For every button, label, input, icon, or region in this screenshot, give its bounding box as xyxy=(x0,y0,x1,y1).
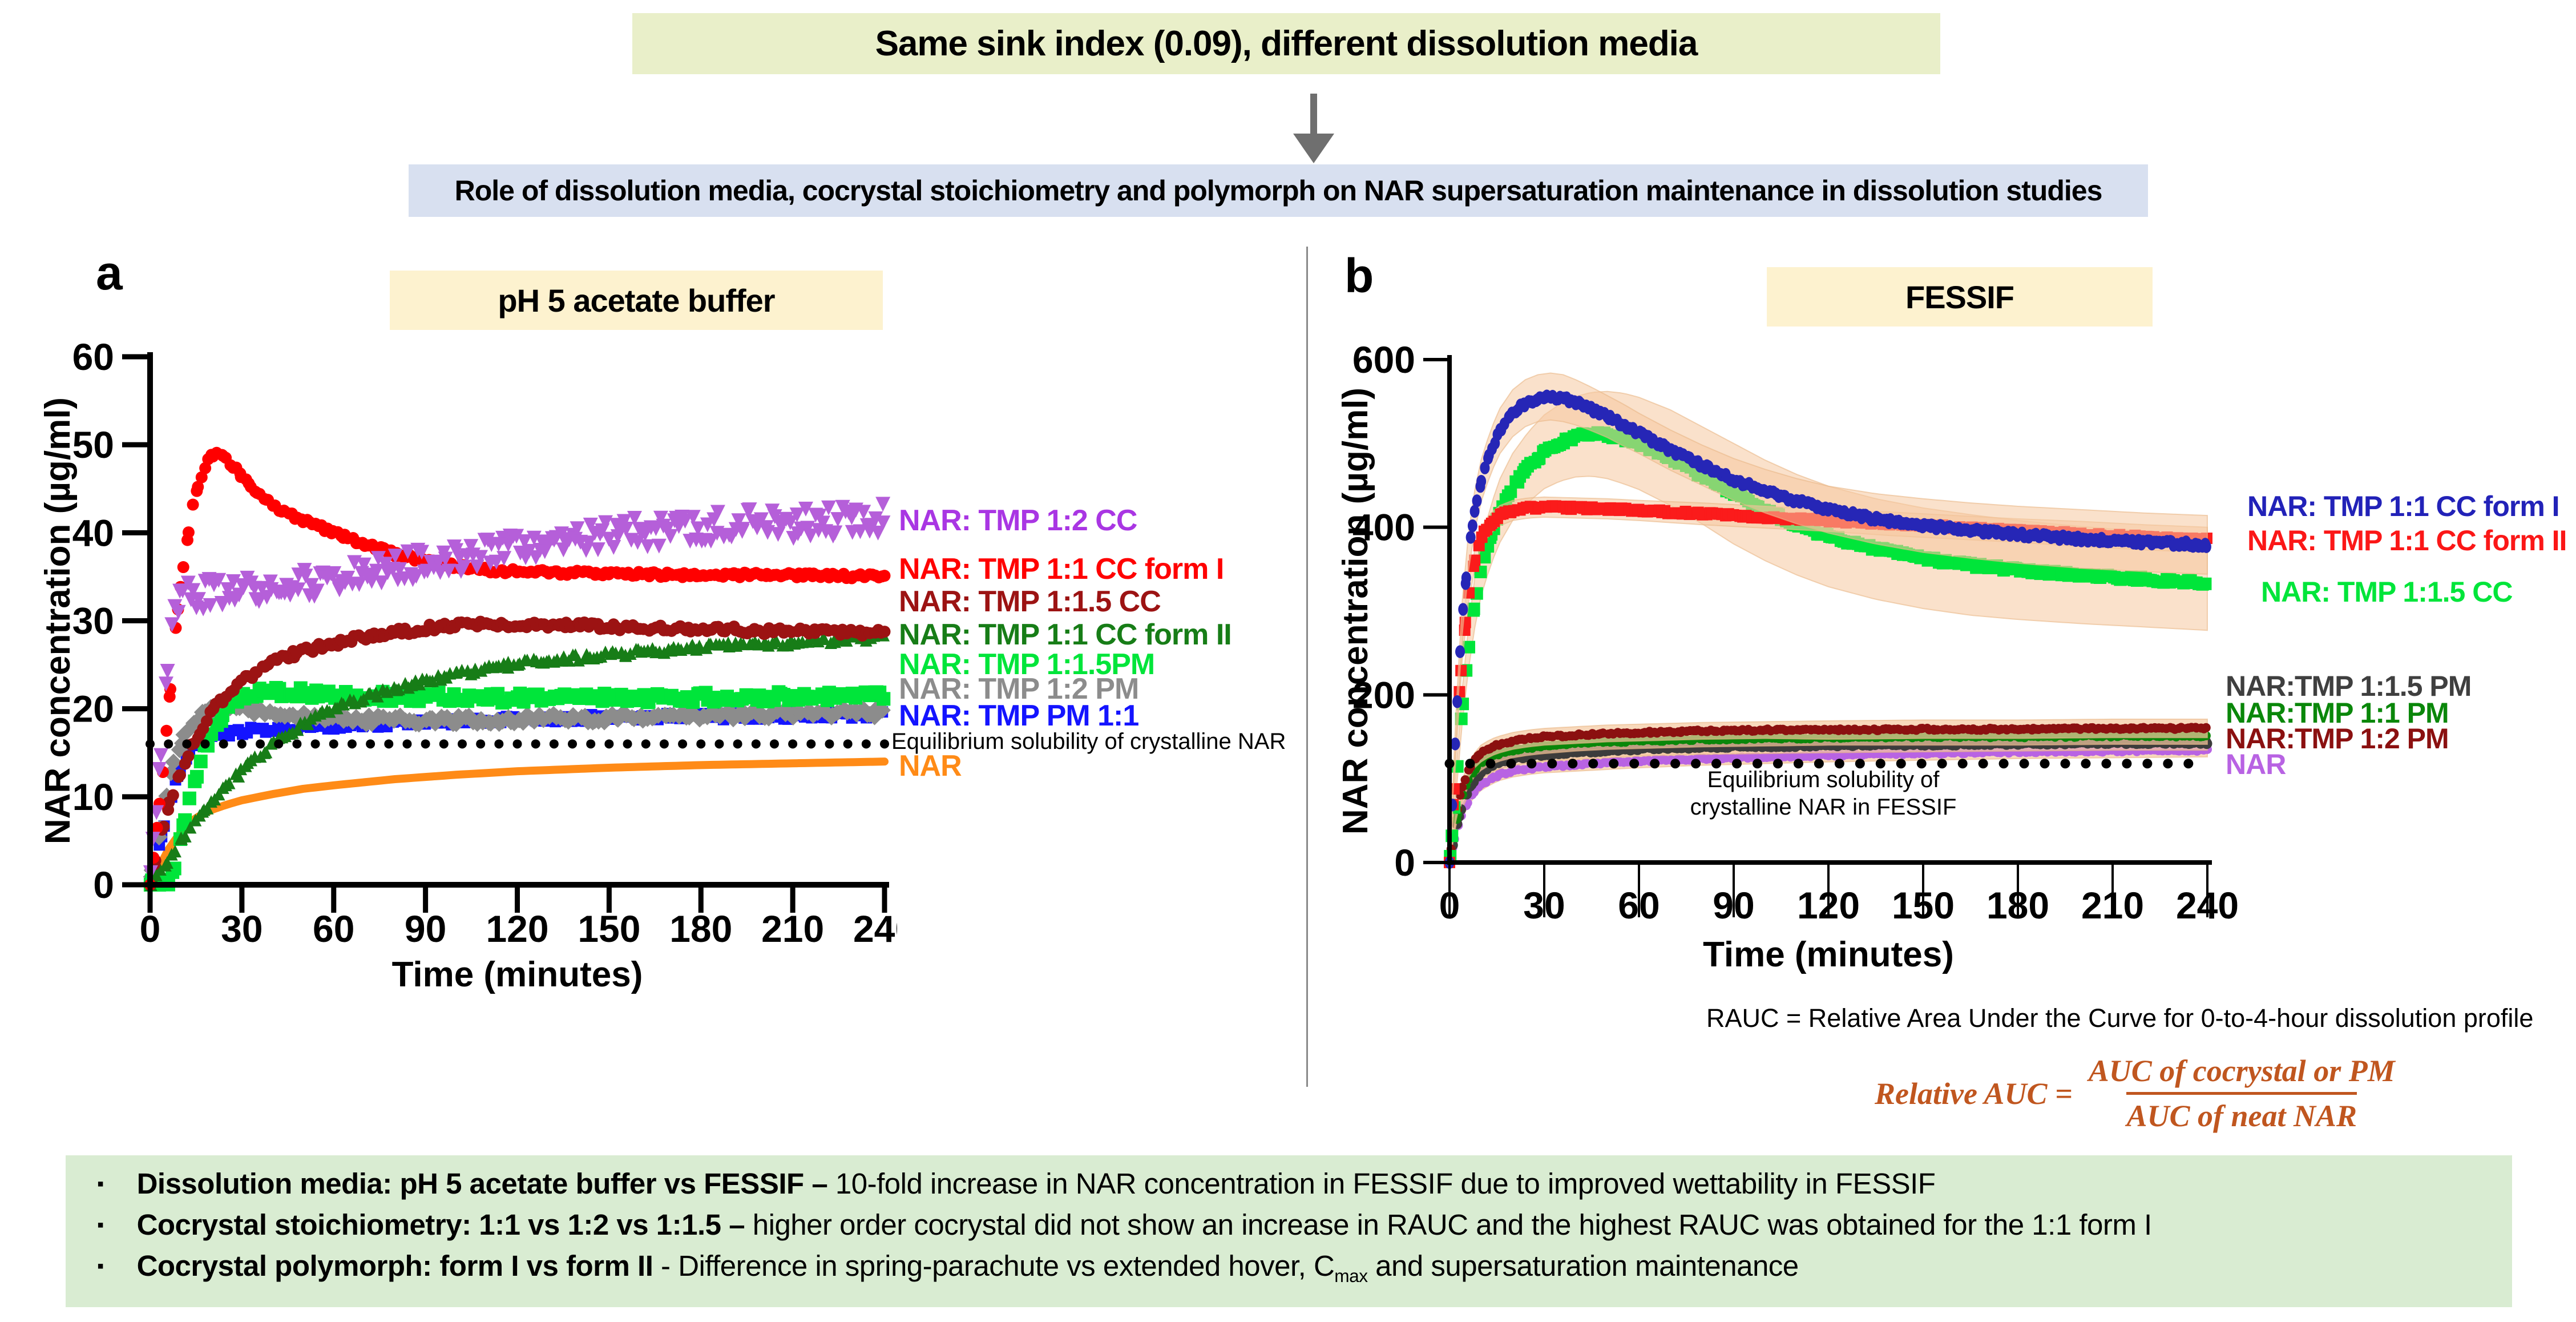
svg-text:180: 180 xyxy=(1986,884,2049,926)
svg-text:0: 0 xyxy=(1439,884,1460,926)
bullet-3-subscript: max xyxy=(1334,1265,1368,1287)
legend-b-nar-tmp-1-1-cc-form-ii: NAR: TMP 1:1 CC form II xyxy=(2247,525,2567,557)
svg-text:120: 120 xyxy=(486,908,548,950)
svg-text:150: 150 xyxy=(1892,884,1955,926)
bullet-square-icon: ▪ xyxy=(97,1214,104,1236)
svg-text:180: 180 xyxy=(669,908,732,950)
svg-text:0: 0 xyxy=(1394,841,1415,884)
svg-text:240: 240 xyxy=(853,908,897,950)
legend-b-nar-tmp-1-1-5-cc: NAR: TMP 1:1.5 CC xyxy=(2261,576,2513,608)
svg-text:30: 30 xyxy=(221,908,263,950)
legend-a-nar-tmp-1-2-pm: NAR: TMP 1:2 PM xyxy=(899,672,1139,706)
legend-b-nar-tmp-1-1-pm: NAR:TMP 1:1 PM xyxy=(2226,697,2449,729)
formula-numerator: AUC of cocrystal or PM xyxy=(2088,1054,2395,1088)
bullet-square-icon: ▪ xyxy=(97,1173,104,1195)
svg-text:50: 50 xyxy=(72,424,114,466)
svg-text:90: 90 xyxy=(405,908,446,950)
panel-b-label: b xyxy=(1344,249,1374,303)
svg-text:200: 200 xyxy=(1352,674,1415,716)
panel-b-header: FESSIF xyxy=(1767,267,2153,327)
svg-text:30: 30 xyxy=(1523,884,1565,926)
subtitle-banner: Role of dissolution media, cocrystal sto… xyxy=(409,164,2148,217)
formula-lhs: Relative AUC = xyxy=(1875,1076,2073,1111)
summary-bullet-2: ▪ Cocrystal stoichiometry: 1:1 vs 1:2 vs… xyxy=(97,1208,2512,1249)
legend-a-nar: NAR xyxy=(899,749,962,783)
legend-b-nar-tmp-1-1-cc-form-i: NAR: TMP 1:1 CC form I xyxy=(2247,490,2560,522)
legend-a-nar-tmp-1-1-5-pm: NAR: TMP 1:1.5PM xyxy=(899,648,1155,681)
svg-text:60: 60 xyxy=(313,908,354,950)
bullet-1-rest: 10-fold increase in NAR concentration in… xyxy=(827,1167,1936,1200)
svg-text:210: 210 xyxy=(2081,884,2144,926)
bullet-3-rest2: and supersaturation maintenance xyxy=(1367,1250,1799,1282)
bullet-2-rest: higher order cocrystal did not show an i… xyxy=(745,1208,2152,1241)
svg-text:NAR concentration (µg/ml): NAR concentration (µg/ml) xyxy=(38,397,78,844)
summary-bullet-3: ▪ Cocrystal polymorph: form I vs form II… xyxy=(97,1249,2512,1290)
panel-a-header: pH 5 acetate buffer xyxy=(390,271,883,330)
relative-auc-formula: Relative AUC = AUC of cocrystal or PM AU… xyxy=(1875,1053,2395,1134)
top-banner: Same sink index (0.09), different dissol… xyxy=(632,13,1940,74)
legend-b-nar-tmp-1-1-5-pm: NAR:TMP 1:1.5 PM xyxy=(2226,670,2472,702)
bullet-3-bold: Cocrystal polymorph: form I vs form II xyxy=(136,1250,653,1282)
legend-a-nar-tmp-1-1-cc-form-ii: NAR: TMP 1:1 CC form II xyxy=(899,618,1232,651)
legend-a-nar-tmp-1-1-5-cc: NAR: TMP 1:1.5 CC xyxy=(899,585,1161,618)
down-arrow-head xyxy=(1293,134,1334,163)
svg-text:600: 600 xyxy=(1352,338,1415,381)
svg-text:240: 240 xyxy=(2176,884,2239,926)
rauc-definition: RAUC = Relative Area Under the Curve for… xyxy=(1706,1003,2534,1033)
svg-text:90: 90 xyxy=(1713,884,1754,926)
bullet-3-rest1: - Difference in spring-parachute vs exte… xyxy=(653,1250,1335,1282)
svg-text:60: 60 xyxy=(72,336,114,378)
panel-a-label: a xyxy=(96,246,123,300)
formula-denominator: AUC of neat NAR xyxy=(2126,1092,2357,1134)
equilibrium-annotation-fessif: Equilibrium solubility of crystalline NA… xyxy=(1652,766,1994,821)
formula-fraction: AUC of cocrystal or PM AUC of neat NAR xyxy=(2089,1053,2395,1134)
panel-divider xyxy=(1306,247,1308,1087)
legend-b-nar: NAR xyxy=(2226,748,2286,780)
legend-a-nar-tmp-1-2-cc: NAR: TMP 1:2 CC xyxy=(899,504,1137,537)
svg-text:Time (minutes): Time (minutes) xyxy=(392,955,643,994)
bullet-square-icon: ▪ xyxy=(97,1255,104,1277)
svg-text:40: 40 xyxy=(72,511,114,554)
legend-a-nar-tmp-pm-1-1: NAR: TMP PM 1:1 xyxy=(899,699,1139,732)
svg-text:0: 0 xyxy=(93,864,114,906)
legend-a-nar-tmp-1-1-cc-form-i: NAR: TMP 1:1 CC form I xyxy=(899,553,1224,586)
svg-text:120: 120 xyxy=(1797,884,1860,926)
svg-text:30: 30 xyxy=(72,600,114,642)
down-arrow-icon xyxy=(1293,94,1334,163)
legend-b-nar-tmp-1-2-pm: NAR:TMP 1:2 PM xyxy=(2226,723,2449,755)
bullet-1-bold: Dissolution media: pH 5 acetate buffer v… xyxy=(136,1167,828,1200)
svg-text:210: 210 xyxy=(761,908,824,950)
bullet-2-bold: Cocrystal stoichiometry: 1:1 vs 1:2 vs 1… xyxy=(136,1208,745,1241)
svg-text:Time (minutes): Time (minutes) xyxy=(1703,935,1954,974)
down-arrow-shaft xyxy=(1310,94,1317,135)
legend-a-equilibrium-solubility: Equilibrium solubility of crystalline NA… xyxy=(891,729,1286,754)
svg-text:0: 0 xyxy=(140,908,161,950)
equilibrium-annotation-line2: crystalline NAR in FESSIF xyxy=(1690,795,1957,820)
svg-text:400: 400 xyxy=(1352,506,1415,549)
svg-text:NAR concentration (µg/ml): NAR concentration (µg/ml) xyxy=(1336,388,1375,835)
svg-text:20: 20 xyxy=(72,688,114,730)
summary-box: ▪ Dissolution media: pH 5 acetate buffer… xyxy=(66,1155,2512,1307)
equilibrium-annotation-line1: Equilibrium solubility of xyxy=(1707,767,1940,792)
dissolution-chart-fessif: 0 30 60 90 120 150 180 210 240 0 200 400 600 Time (mi… xyxy=(1336,338,2239,974)
svg-text:10: 10 xyxy=(72,776,114,818)
dissolution-chart-acetate-buffer: 0 30 60 90 120 150 180 210 240 0 10 20 30 40 50 60 Time … xyxy=(38,336,897,994)
summary-bullet-1: ▪ Dissolution media: pH 5 acetate buffer… xyxy=(97,1167,2512,1208)
svg-text:60: 60 xyxy=(1618,884,1660,926)
svg-text:150: 150 xyxy=(578,908,640,950)
